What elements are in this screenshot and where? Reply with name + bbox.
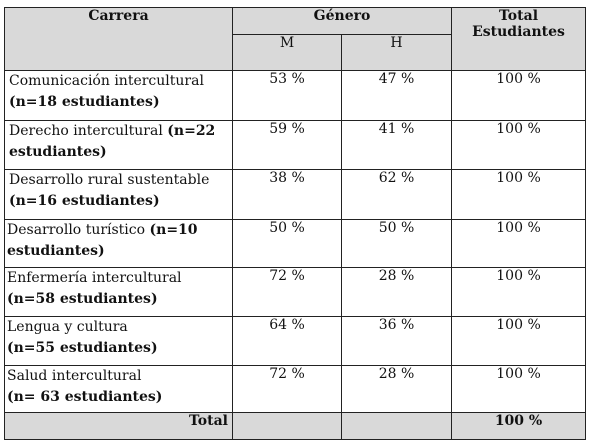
career-name: Desarrollo turístico <box>7 222 146 238</box>
table-row: Lengua y cultura (n=55 estudiantes) 64 % … <box>4 316 587 366</box>
career-count: (n=18 estudiantes) <box>9 94 160 110</box>
m-percent: 72 % <box>232 267 342 317</box>
table-row: Enfermería intercultural (n=58 estudiant… <box>4 267 587 317</box>
table-row: Comunicación intercultural (n=18 estudian… <box>4 70 587 121</box>
career-cell: Desarrollo turístico (n=10 estudiantes) <box>4 219 233 268</box>
total-percent: 100 % <box>451 70 587 121</box>
h-percent: 47 % <box>340 70 453 121</box>
career-name: Desarrollo rural sustentable <box>9 172 210 188</box>
career-count: (n=55 estudiantes) <box>7 340 158 356</box>
career-cell: Lengua y cultura (n=55 estudiantes) <box>4 316 233 366</box>
career-count: (n=58 estudiantes) <box>7 291 158 307</box>
header-h: H <box>340 34 453 71</box>
total-percent: 100 % <box>451 169 587 220</box>
m-percent: 53 % <box>232 70 342 121</box>
m-percent: 64 % <box>232 316 342 366</box>
m-percent: 59 % <box>232 120 342 170</box>
h-percent: 36 % <box>340 316 453 366</box>
total-h-empty <box>340 412 453 440</box>
career-cell: Salud intercultural (n= 63 estudiantes) <box>4 365 233 413</box>
career-count: (n= 63 estudiantes) <box>7 389 163 405</box>
total-row: Total 100 % <box>4 412 587 440</box>
m-percent: 72 % <box>232 365 342 413</box>
header-gender: Género <box>231 7 453 35</box>
career-cell: Enfermería intercultural (n=58 estudiant… <box>4 267 233 317</box>
total-percent: 100 % <box>451 219 587 268</box>
career-count: (n=22 estudiantes) <box>9 123 216 160</box>
header-career: Carrera <box>4 7 233 71</box>
total-m-empty <box>232 412 342 440</box>
header-total-students: Total Estudiantes <box>451 7 587 71</box>
h-percent: 50 % <box>340 219 453 268</box>
career-gender-table: Carrera Género Total Estudiantes M H Com… <box>4 7 587 440</box>
header-m: M <box>232 34 342 71</box>
career-name: Lengua y cultura <box>7 319 128 335</box>
career-count: (n=16 estudiantes) <box>9 193 160 209</box>
career-name: Enfermería intercultural <box>7 270 182 286</box>
table-row: Desarrollo turístico (n=10 estudiantes) … <box>4 219 587 268</box>
career-cell: Derecho intercultural (n=22 estudiantes) <box>4 120 233 170</box>
career-count: (n=10 estudiantes) <box>7 222 198 259</box>
total-percent: 100 % <box>451 316 587 366</box>
total-percent: 100 % <box>451 365 587 413</box>
total-value: 100 % <box>451 412 587 440</box>
h-percent: 28 % <box>340 365 453 413</box>
career-cell: Desarrollo rural sustentable (n=16 estudi… <box>4 169 233 220</box>
career-name: Derecho intercultural <box>9 123 163 139</box>
h-percent: 62 % <box>340 169 453 220</box>
h-percent: 28 % <box>340 267 453 317</box>
m-percent: 38 % <box>232 169 342 220</box>
h-percent: 41 % <box>340 120 453 170</box>
career-cell: Comunicación intercultural (n=18 estudian… <box>4 70 233 121</box>
total-percent: 100 % <box>451 267 587 317</box>
career-name: Salud intercultural <box>7 368 142 384</box>
total-percent: 100 % <box>451 120 587 170</box>
table-row: Desarrollo rural sustentable (n=16 estudi… <box>4 169 587 220</box>
table-row: Derecho intercultural (n=22 estudiantes)… <box>4 120 587 170</box>
m-percent: 50 % <box>232 219 342 268</box>
table-row: Salud intercultural (n= 63 estudiantes) 7… <box>4 365 587 413</box>
career-name: Comunicación intercultural <box>9 73 204 89</box>
total-label: Total <box>4 412 233 440</box>
